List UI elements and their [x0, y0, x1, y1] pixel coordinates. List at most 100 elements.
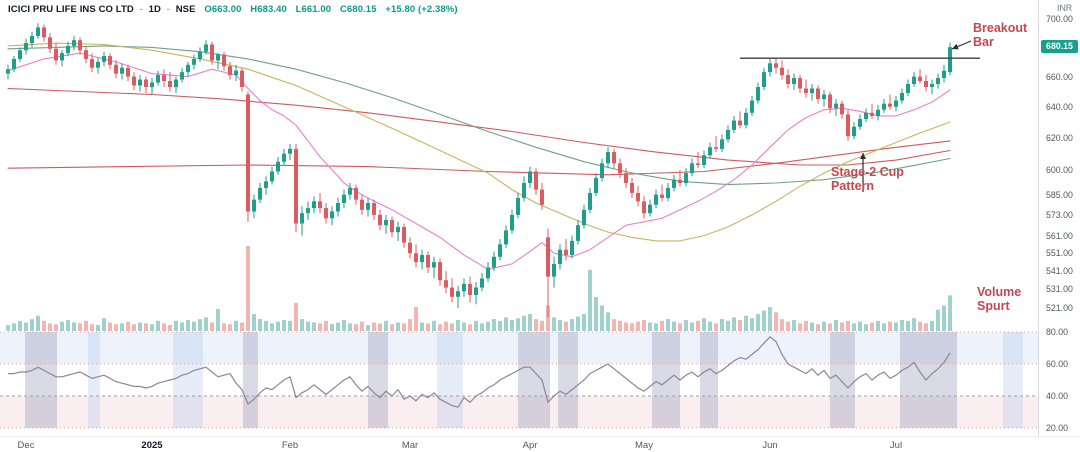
volume-bar: [300, 319, 304, 331]
volume-bar: [264, 320, 268, 331]
volume-bar: [648, 322, 652, 331]
volume-bar: [180, 322, 184, 331]
volume-bar: [690, 322, 694, 331]
volume-bar: [132, 324, 136, 331]
volume-bar: [438, 324, 442, 331]
candle-body: [474, 287, 478, 295]
volume-bar: [420, 322, 424, 331]
candle-body: [708, 147, 712, 156]
candle-body: [162, 75, 166, 82]
volume-bar: [744, 315, 748, 331]
volume-bar: [366, 325, 370, 331]
interval-label[interactable]: 1D: [148, 4, 161, 15]
volume-bar: [522, 315, 526, 331]
candle-body: [636, 192, 640, 202]
volume-bar: [114, 324, 118, 331]
candle-body: [408, 242, 412, 254]
candle-body: [750, 100, 754, 113]
volume-bar: [42, 320, 46, 331]
candle-body: [498, 244, 502, 257]
ma-red-flat: [7, 140, 951, 176]
volume-bar: [810, 322, 814, 331]
volume-bar: [348, 323, 352, 331]
volume-bar: [198, 319, 202, 331]
candle-body: [936, 78, 940, 85]
candle-body: [330, 211, 334, 219]
volume-bar: [342, 319, 346, 331]
volume-bar: [870, 322, 874, 331]
candle-body: [210, 44, 214, 61]
volume-bar: [216, 308, 220, 331]
volume-bar: [510, 319, 514, 331]
volume-bar: [918, 321, 922, 331]
volume-bar: [186, 319, 190, 331]
candle-body: [288, 148, 292, 154]
candle-body: [852, 126, 856, 137]
close-label: C: [339, 4, 347, 15]
rsi-highlight-band: [652, 332, 680, 428]
rsi-tick-label: 20.00: [1046, 423, 1069, 433]
candle-body: [624, 173, 628, 183]
volume-bar: [846, 320, 850, 331]
annotation-text: Breakout: [973, 21, 1028, 35]
candle-body: [456, 291, 460, 297]
candle-body: [258, 187, 262, 200]
volume-bar: [528, 314, 532, 331]
volume-bar: [774, 312, 778, 331]
time-axis[interactable]: Dec 2025 Feb Mar Apr May Jun Jul: [0, 436, 1080, 452]
candle-body: [30, 35, 34, 44]
candle-body: [426, 254, 430, 268]
price-axis[interactable]: INR 680.15 700.00 660.00 640.00 620.00 600.0…: [1038, 0, 1080, 436]
volume-bar: [54, 324, 58, 331]
volume-bar: [432, 320, 436, 331]
candle-body: [714, 147, 718, 149]
candle-body: [726, 129, 730, 140]
candle-body: [444, 280, 448, 288]
volume-bar: [168, 325, 172, 331]
candle-body: [48, 37, 52, 49]
candle-body: [534, 171, 538, 190]
candle-body: [882, 103, 886, 110]
candle-body: [348, 187, 352, 195]
volume-bar: [768, 307, 772, 331]
volume-bar: [588, 269, 592, 331]
volume-bar: [204, 317, 208, 331]
candle-body: [654, 194, 658, 205]
volume-bar: [762, 310, 766, 331]
volume-bar: [336, 322, 340, 331]
candle-body: [84, 50, 88, 59]
volume-bar: [936, 309, 940, 331]
volume-bar: [630, 323, 634, 331]
breakout-arrow-head: [952, 43, 959, 50]
time-tick-label: Feb: [281, 440, 299, 451]
volume-bar: [48, 323, 52, 331]
candle-body: [756, 87, 760, 101]
candle-body: [942, 70, 946, 79]
rsi-highlight-band: [243, 332, 258, 428]
change-value: +15.80 (+2.38%): [385, 4, 458, 15]
candle-body: [492, 256, 496, 268]
candle-body: [246, 94, 250, 212]
candle-body: [540, 189, 544, 205]
candle-body: [696, 163, 700, 165]
ma-green: [7, 45, 951, 186]
candle-body: [552, 263, 556, 277]
candle-body: [300, 213, 304, 224]
volume-bar: [864, 324, 868, 331]
annotation-stage2-cup: Stage-2 Cup Pattern: [831, 165, 904, 193]
candle-body: [720, 139, 724, 149]
volume-bar: [504, 317, 508, 331]
candle-body: [354, 187, 358, 200]
candle-body: [918, 76, 922, 82]
candle-body: [618, 163, 622, 174]
candle-body: [144, 79, 148, 88]
volume-bar: [516, 318, 520, 331]
low-label: L: [295, 4, 302, 15]
price-tick-label: 620.00: [1046, 132, 1073, 143]
candle-body: [828, 94, 832, 109]
rsi-highlight-band: [1003, 332, 1023, 428]
volume-bar: [582, 314, 586, 331]
volume-bar: [378, 323, 382, 331]
volume-bar: [948, 295, 952, 331]
